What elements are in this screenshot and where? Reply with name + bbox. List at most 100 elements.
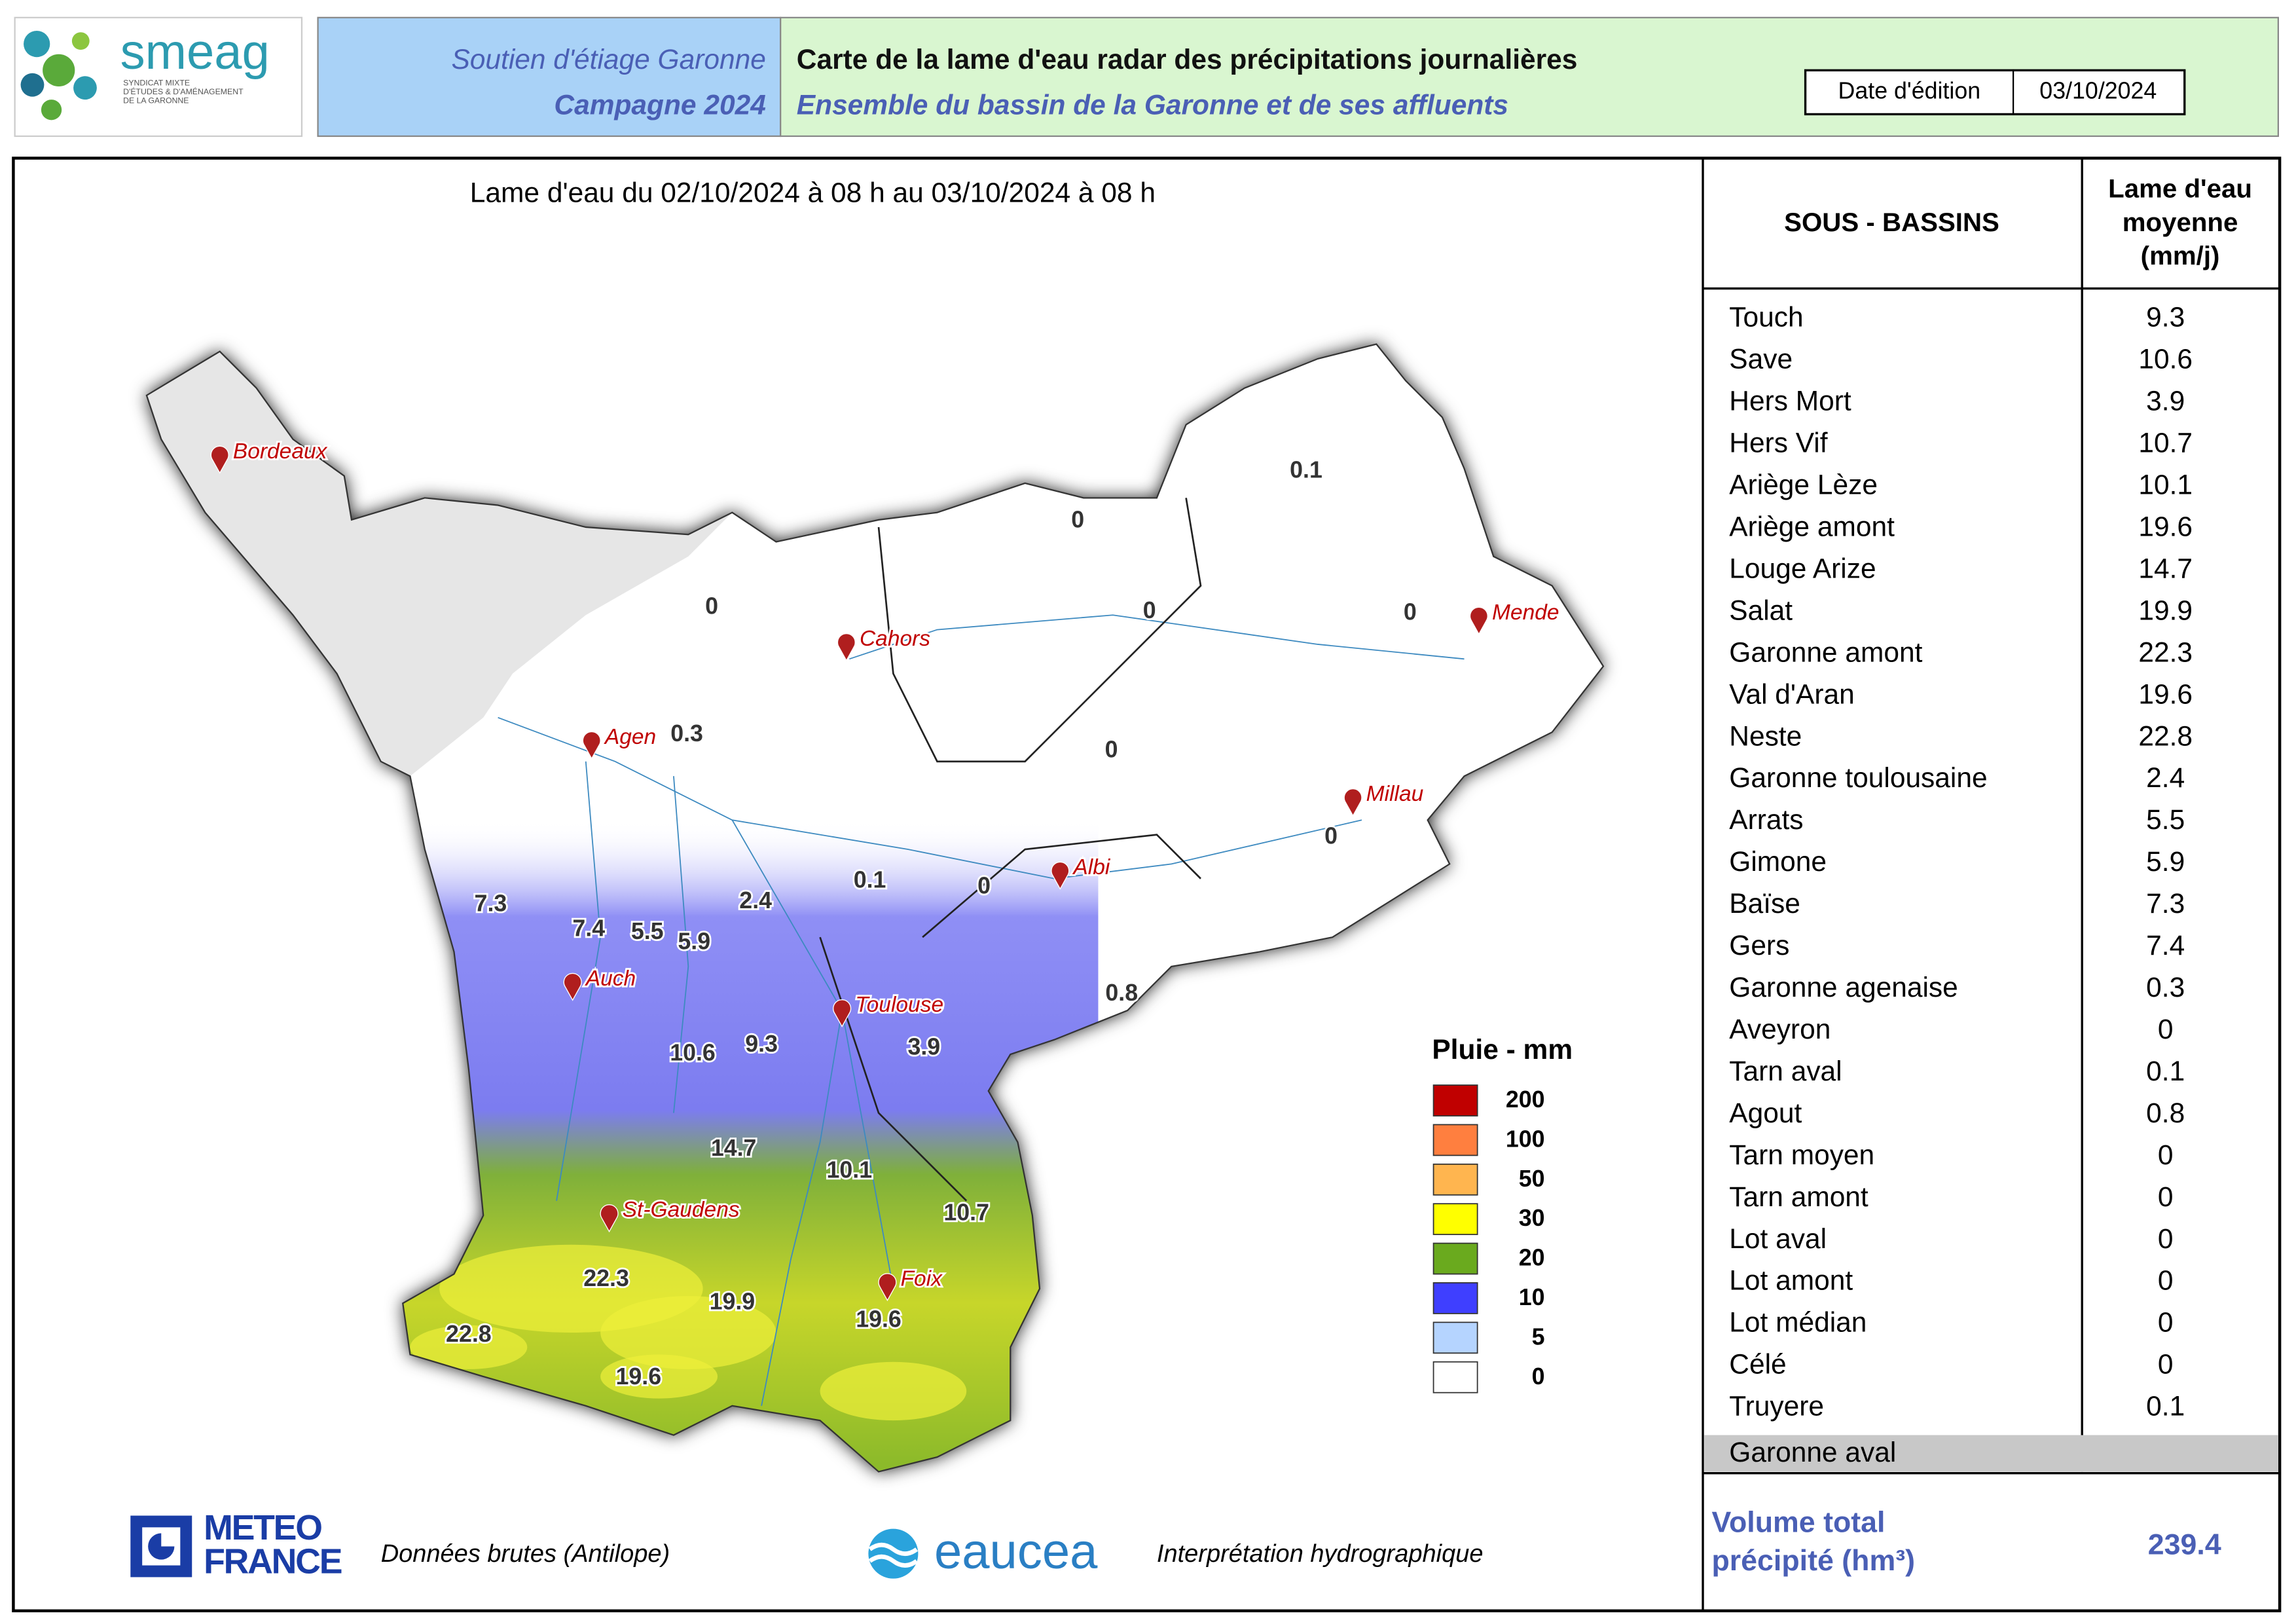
- city-label: Agen: [604, 725, 656, 749]
- rain-patch: [410, 1325, 528, 1369]
- city-label: Albi: [1072, 855, 1110, 879]
- subtitle: Ensemble du bassin de la Garonne et de s…: [797, 90, 1508, 120]
- row-name: Célé: [1729, 1350, 1786, 1380]
- program-box: [317, 16, 782, 138]
- map-period: Lame d'eau du 02/10/2024 à 08 h au 03/10…: [470, 178, 1156, 209]
- city-marker: [210, 445, 229, 474]
- logo-shape: [71, 32, 90, 50]
- city-marker: [878, 1273, 897, 1302]
- row-name: Neste: [1729, 721, 1802, 752]
- meteo-logo-text: METEO: [204, 1508, 321, 1547]
- row-value: 22.8: [2138, 721, 2193, 752]
- basin-value: 0: [1071, 507, 1084, 533]
- logo-shape: [41, 100, 62, 120]
- city-label: Toulouse: [855, 993, 943, 1017]
- row-value: 0.8: [2146, 1098, 2185, 1129]
- logo-shape: [73, 76, 97, 100]
- row-name: Save: [1729, 344, 1793, 375]
- row-name: Baïse: [1729, 889, 1800, 919]
- city-marker: [1051, 861, 1070, 890]
- basin-value: 10.7: [943, 1199, 989, 1225]
- basin-value: 0: [1404, 599, 1417, 625]
- row-name: Lot médian: [1729, 1308, 1867, 1338]
- program: Soutien d'étiage Garonne: [451, 45, 765, 75]
- excluded-area: [146, 351, 733, 777]
- rain-patch: [600, 1296, 776, 1369]
- column-header: SOUS - BASSINS: [1784, 208, 1999, 237]
- basin-value: 14.7: [711, 1135, 757, 1161]
- row-name: Gers: [1729, 931, 1789, 961]
- legend-label: 20: [1519, 1245, 1545, 1271]
- row-value: 0.1: [2146, 1056, 2185, 1087]
- basin-value: 0.1: [1290, 457, 1322, 483]
- basin-value: 19.9: [710, 1289, 756, 1315]
- basin-value: 19.6: [615, 1363, 661, 1390]
- basin-value: 0: [1143, 597, 1156, 623]
- basin-fill: [146, 351, 1465, 1472]
- row-name: Aveyron: [1729, 1014, 1831, 1045]
- legend-label: 30: [1519, 1205, 1545, 1231]
- eaucea-text: Interprétation hydrographique: [1157, 1540, 1484, 1568]
- river: [761, 1010, 843, 1406]
- row-value: 2.4: [2146, 763, 2185, 794]
- legend-swatch: [1432, 1321, 1478, 1354]
- basin-value: 0: [977, 873, 991, 899]
- row-name: Agout: [1729, 1098, 1802, 1129]
- date-label: Date d'édition: [1838, 77, 1981, 103]
- date: 03/10/2024: [2039, 77, 2157, 103]
- row-value: 0.3: [2146, 972, 2185, 1003]
- row-value: 19.6: [2138, 512, 2193, 543]
- city-marker: [582, 731, 601, 760]
- basin-value: 0.8: [1105, 980, 1138, 1006]
- city-marker: [1343, 788, 1362, 817]
- row-name: Tarn amont: [1729, 1182, 1868, 1213]
- city-label: Bordeaux: [233, 439, 328, 464]
- row-name: Arrats: [1729, 805, 1803, 836]
- legend-swatch: [1432, 1282, 1478, 1314]
- legend-label: 100: [1506, 1126, 1545, 1152]
- row-value: 19.6: [2138, 679, 2193, 710]
- sub-basin-boundary: [877, 498, 1202, 763]
- city-marker: [833, 999, 852, 1027]
- row-value: 3.9: [2146, 386, 2185, 417]
- basin-value: 10.1: [826, 1156, 872, 1183]
- basin-value: 7.3: [475, 890, 507, 916]
- legend-label: 50: [1519, 1166, 1545, 1192]
- river: [849, 614, 1465, 660]
- row-name: Hers Mort: [1729, 386, 1851, 417]
- row-value: 0: [2158, 1308, 2174, 1338]
- logo-shape: [20, 73, 45, 97]
- row-value: 0.1: [2146, 1392, 2185, 1422]
- city-label: Auch: [585, 967, 636, 991]
- eaucea-logo-text: eaucea: [934, 1524, 1098, 1579]
- row-name: Garonne amont: [1729, 637, 1922, 668]
- basin-value: 5.9: [678, 929, 710, 955]
- row-name: Val d'Aran: [1729, 679, 1854, 710]
- main-frame: [12, 157, 2282, 1613]
- legend-swatch: [1432, 1361, 1478, 1393]
- row-name: Hers Vif: [1729, 428, 1827, 459]
- basin-value: 3.9: [907, 1034, 940, 1060]
- row-value: 10.7: [2138, 428, 2193, 459]
- city-label: Foix: [901, 1266, 943, 1291]
- rain-patch: [600, 1354, 718, 1399]
- city-label: Mende: [1492, 600, 1559, 625]
- total: 239.4: [2148, 1528, 2221, 1560]
- city-marker: [563, 972, 582, 1001]
- basin-value: 10.6: [670, 1040, 716, 1066]
- legend-label: 200: [1506, 1086, 1545, 1113]
- row-name: Gimone: [1729, 847, 1827, 877]
- logo-subtitle: D'ÉTUDES & D'AMÉNAGEMENT: [123, 86, 244, 96]
- logo-shape: [43, 54, 75, 86]
- total-label: précipité (hm³): [1711, 1545, 1915, 1577]
- row-name: Tarn moyen: [1729, 1140, 1874, 1171]
- row-name: Lot aval: [1729, 1224, 1827, 1255]
- row-value: 7.4: [2146, 931, 2185, 961]
- legend-label: 10: [1519, 1284, 1545, 1310]
- city-label: St-Gaudens: [623, 1198, 740, 1222]
- logo-subtitle: SYNDICAT MIXTE: [123, 79, 190, 88]
- legend-swatch: [1432, 1163, 1478, 1196]
- row-value: 22.3: [2138, 637, 2193, 668]
